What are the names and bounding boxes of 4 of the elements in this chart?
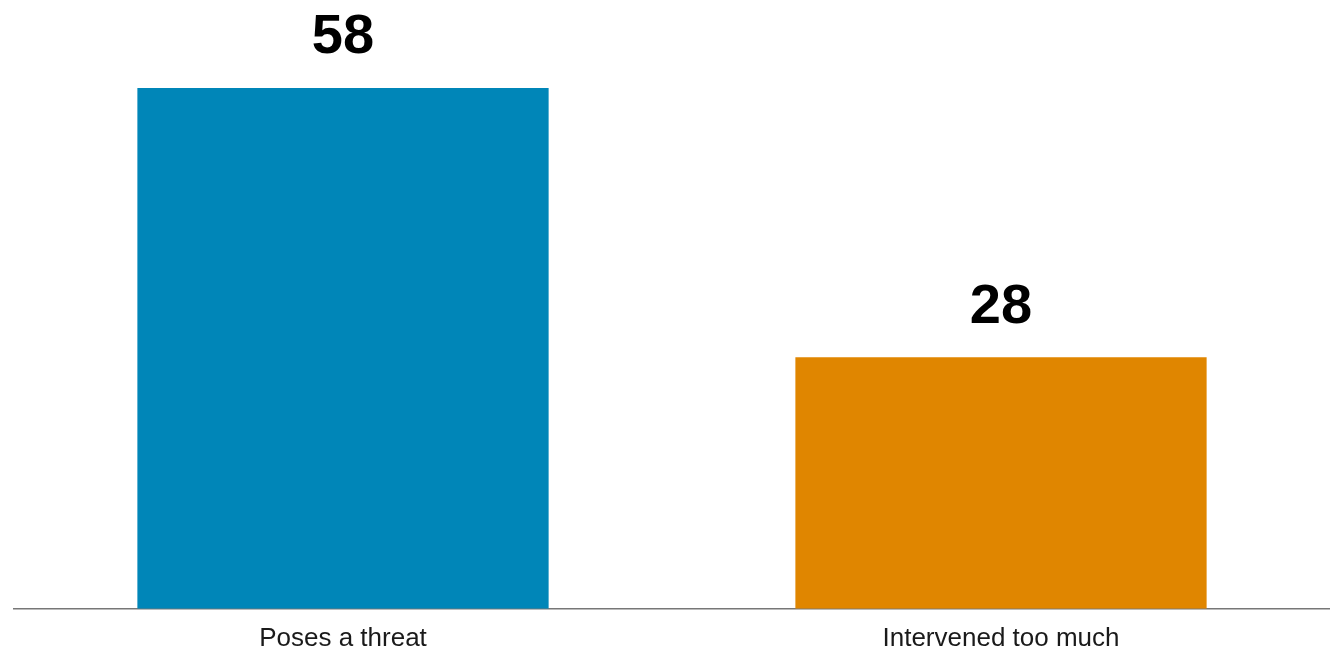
data-label: 28: [969, 271, 1033, 335]
data-label: 58: [311, 2, 375, 66]
x-tick-label: Poses a threat: [259, 621, 428, 652]
x-tick-label: Intervened too much: [882, 621, 1120, 652]
